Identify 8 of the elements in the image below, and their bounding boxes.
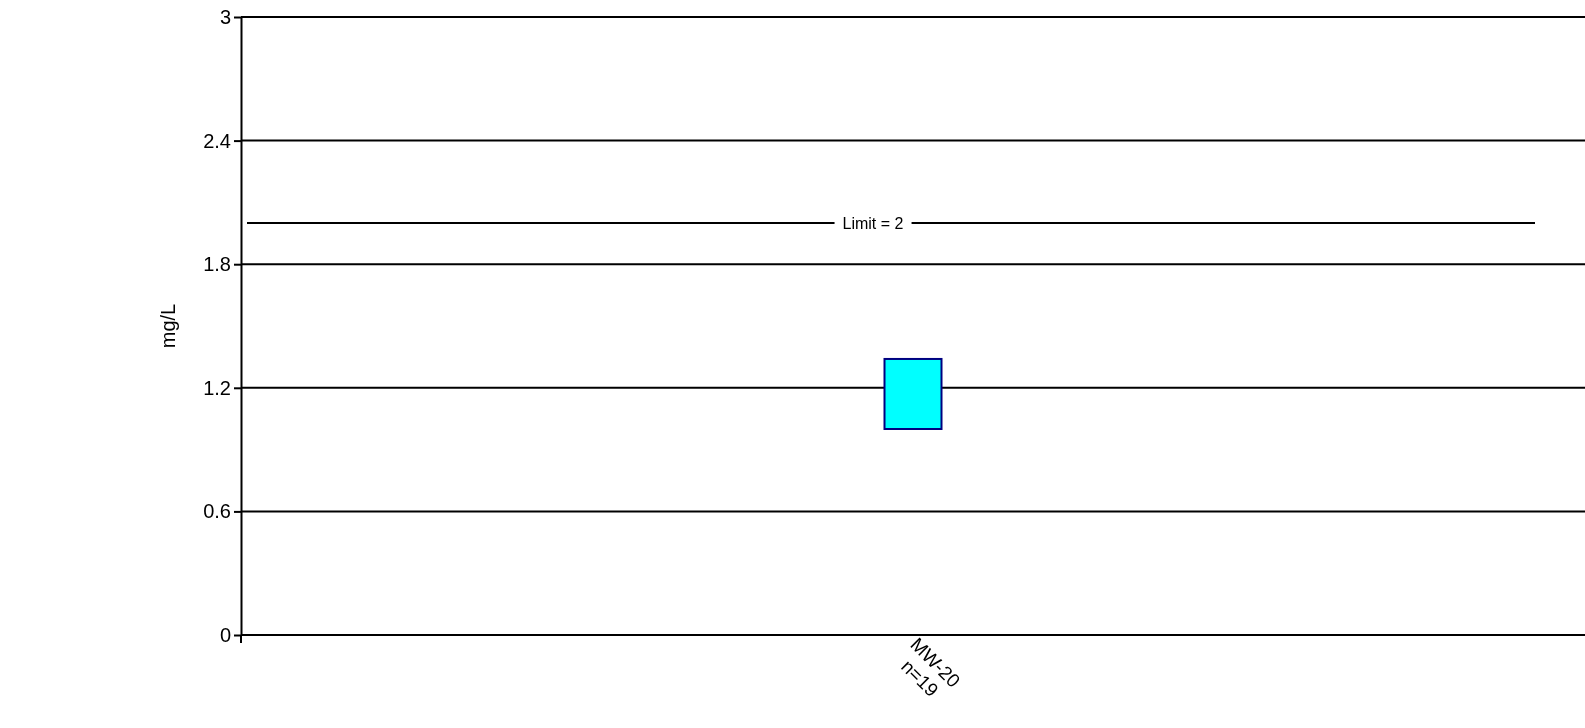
ref-line-label: Limit = 2 (842, 215, 904, 232)
y-tick-label: 3 (219, 5, 231, 28)
y-tick-label: 0 (219, 623, 231, 646)
y-tick-label: 0.6 (203, 500, 231, 523)
y-tick-label: 2.4 (203, 129, 231, 152)
y-tick-label: 1.2 (203, 376, 231, 399)
y-axis-title: mg/L (157, 303, 179, 349)
y-tick-label: 1.8 (203, 253, 231, 276)
